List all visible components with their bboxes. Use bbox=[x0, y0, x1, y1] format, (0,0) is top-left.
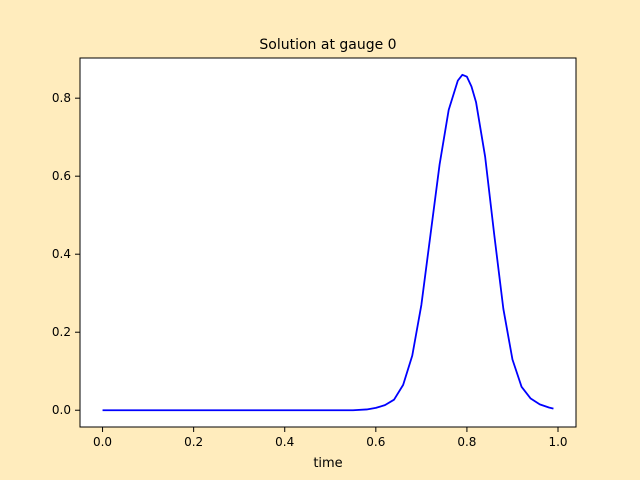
y-tick-label: 0.4 bbox=[52, 247, 71, 261]
series-line bbox=[102, 73, 554, 412]
x-tick-label: 0.6 bbox=[366, 435, 385, 449]
chart-title: Solution at gauge 0 bbox=[259, 37, 396, 53]
x-axis-ticks: 0.0 0.2 0.4 0.6 0.8 1.0 bbox=[93, 427, 568, 449]
x-tick-label: 0.0 bbox=[93, 435, 112, 449]
x-axis-label: time bbox=[313, 456, 342, 471]
series-layer bbox=[102, 73, 554, 412]
y-tick-label: 0.2 bbox=[52, 325, 71, 339]
axes-frame bbox=[79, 57, 577, 428]
plot-area bbox=[80, 58, 576, 427]
y-tick-label: 0.6 bbox=[52, 169, 71, 183]
y-tick-label: 0.0 bbox=[52, 403, 71, 417]
x-tick-label: 0.2 bbox=[184, 435, 203, 449]
x-tick-label: 0.4 bbox=[275, 435, 294, 449]
x-tick-label: 0.8 bbox=[457, 435, 476, 449]
x-tick-label: 1.0 bbox=[548, 435, 567, 449]
y-tick-label: 0.8 bbox=[52, 91, 71, 105]
y-axis-ticks: 0.0 0.2 0.4 0.6 0.8 bbox=[52, 91, 80, 417]
